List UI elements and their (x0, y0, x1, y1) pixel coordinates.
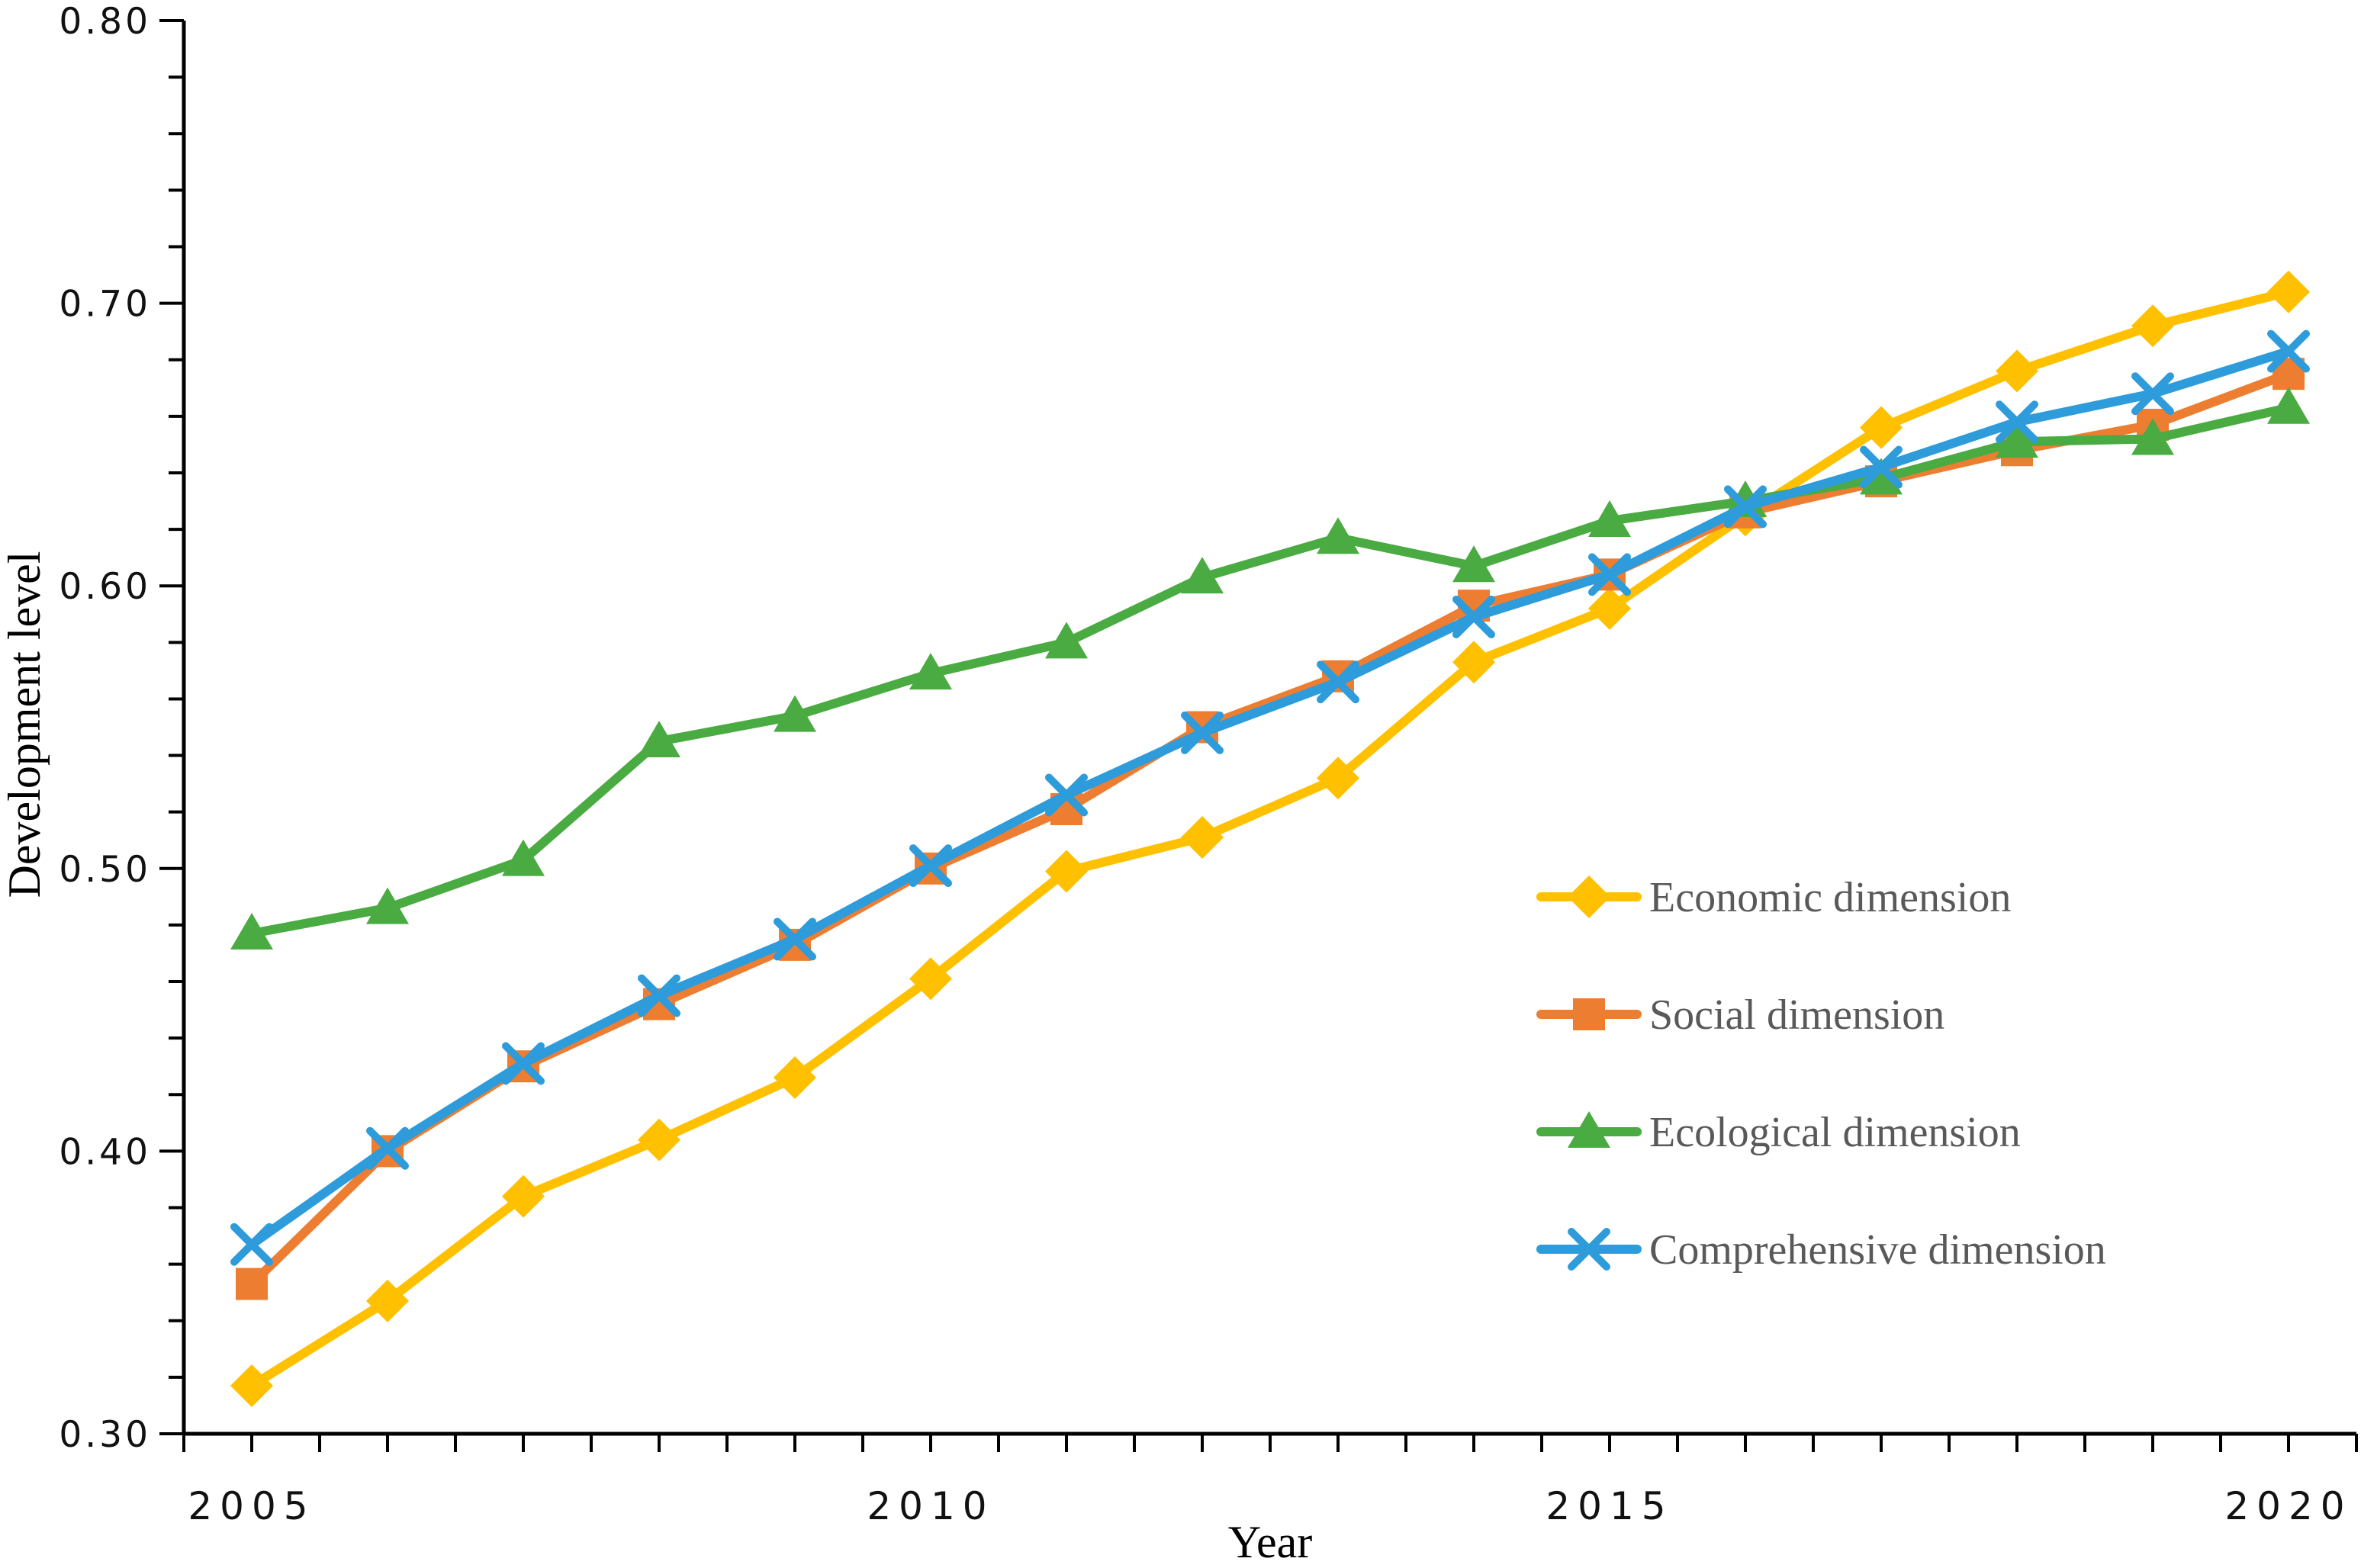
series-comprehensive-dimension-marker (774, 917, 816, 961)
series-comprehensive-dimension-marker (638, 974, 680, 1017)
series-economic-dimension-marker (1996, 349, 2038, 393)
legend-diamond-icon (1568, 876, 1610, 918)
y-tick-label: 0.50 (59, 849, 151, 891)
series-economic-dimension-marker (1860, 406, 1903, 449)
legend-triangle-icon (1568, 1111, 1610, 1148)
series-ecological-dimension-marker (909, 653, 952, 690)
series-comprehensive-dimension-marker (1045, 773, 1088, 817)
legend-item-ecological-dimension: Ecological dimension (1536, 1109, 2021, 1156)
series-economic-dimension-marker (909, 957, 952, 1001)
y-tick-label: 0.40 (59, 1131, 151, 1173)
series-ecological-dimension-marker (230, 913, 273, 950)
series-economic-dimension-marker (366, 1279, 409, 1322)
series-economic-dimension-marker (502, 1174, 545, 1218)
series-economic-dimension-marker (230, 1364, 273, 1407)
y-tick-label: 0.70 (59, 284, 151, 326)
series-comprehensive-dimension (230, 329, 2310, 1266)
series-ecological-dimension-marker (1452, 545, 1495, 583)
series-economic-dimension-marker (1588, 586, 1631, 630)
legend-item-comprehensive-dimension: Comprehensive dimension (1536, 1226, 2106, 1274)
series-comprehensive-dimension-marker (1996, 400, 2038, 444)
series-comprehensive-dimension-line (247, 346, 2293, 1249)
series-comprehensive-dimension-marker (1181, 711, 1224, 754)
series-comprehensive-dimension-marker (2267, 329, 2310, 373)
y-tick-label: 0.60 (59, 566, 151, 608)
series-ecological-dimension-marker (2267, 387, 2310, 424)
legend-square-icon (1573, 998, 1605, 1030)
series-ecological-dimension-marker (1860, 458, 1903, 495)
series-economic-dimension-marker (1181, 816, 1224, 860)
series-economic-dimension-marker (1317, 757, 1359, 800)
y-axis-title: Development level (0, 551, 50, 898)
y-tick-label: 0.80 (59, 1, 151, 43)
x-tick-label: 2010 (867, 1484, 994, 1528)
series-economic-dimension-marker (774, 1056, 816, 1100)
series-comprehensive-dimension-marker (502, 1042, 545, 1085)
series-ecological-dimension-marker (366, 887, 409, 924)
legend-item-economic-dimension: Economic dimension (1536, 874, 2011, 921)
axes: 0.30 0.40 0.50 0.60 0.70 0.80 2005 2010 2015 2020 (59, 1, 2358, 1528)
series-ecological-dimension-marker (502, 839, 545, 876)
series-social-dimension-marker (236, 1268, 268, 1300)
y-tick-label: 0.30 (59, 1414, 151, 1456)
series-social-dimension (236, 358, 2305, 1300)
series-comprehensive-dimension-marker (1588, 553, 1631, 596)
series-economic-dimension-marker (2131, 304, 2174, 348)
x-tick-label: 2015 (1546, 1484, 1673, 1528)
x-tick-label: 2005 (188, 1484, 315, 1528)
series-comprehensive-dimension-marker (1724, 485, 1767, 529)
series-comprehensive-dimension-marker (909, 844, 952, 888)
series-group (230, 270, 2310, 1407)
series-ecological-dimension-marker (638, 721, 680, 758)
series-ecological-dimension-marker (1181, 557, 1224, 594)
series-economic-dimension-marker (1045, 850, 1088, 893)
legend-x-icon (1568, 1228, 1610, 1271)
series-ecological-dimension-marker (1045, 622, 1088, 659)
series-comprehensive-dimension-marker (366, 1126, 409, 1170)
series-ecological-dimension-marker (2131, 418, 2174, 455)
series-comprehensive-dimension-marker (230, 1223, 273, 1266)
series-comprehensive-dimension-marker (2131, 372, 2174, 416)
legend-label: Comprehensive dimension (1649, 1226, 2106, 1274)
legend-label: Economic dimension (1649, 874, 2011, 921)
series-ecological-dimension (230, 387, 2310, 950)
legend: Economic dimension Social dimension Ecolog… (1536, 874, 2106, 1274)
series-ecological-dimension-marker (774, 695, 816, 732)
series-economic-dimension-marker (1452, 641, 1495, 684)
series-ecological-dimension-marker (1996, 421, 2038, 458)
series-economic-dimension (230, 270, 2310, 1407)
series-economic-dimension-marker (2267, 270, 2310, 313)
series-comprehensive-dimension-marker (1317, 660, 1359, 704)
series-economic-dimension-marker (638, 1118, 680, 1162)
series-ecological-dimension-line (247, 403, 2293, 939)
series-comprehensive-dimension-marker (1860, 445, 1903, 489)
series-social-dimension-line (247, 369, 2293, 1289)
series-economic-dimension-line (247, 287, 2293, 1390)
series-ecological-dimension-marker (1588, 500, 1631, 537)
series-comprehensive-dimension-marker (1452, 595, 1495, 638)
legend-label: Ecological dimension (1649, 1109, 2021, 1156)
x-tick-label: 2020 (2224, 1484, 2352, 1528)
series-ecological-dimension-marker (1317, 517, 1359, 554)
legend-item-social-dimension: Social dimension (1536, 991, 1944, 1039)
x-axis-title: Year (1228, 1517, 1313, 1567)
legend-label: Social dimension (1649, 991, 1944, 1039)
